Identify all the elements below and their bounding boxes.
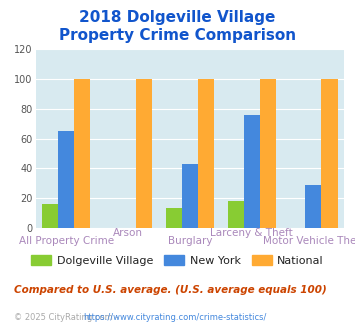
Text: Larceny & Theft: Larceny & Theft xyxy=(210,228,293,238)
Bar xyxy=(244,115,260,228)
Bar xyxy=(182,164,198,228)
Text: Motor Vehicle Theft: Motor Vehicle Theft xyxy=(263,236,355,246)
Text: https://www.cityrating.com/crime-statistics/: https://www.cityrating.com/crime-statist… xyxy=(83,313,267,322)
Text: 2018 Dolgeville Village
Property Crime Comparison: 2018 Dolgeville Village Property Crime C… xyxy=(59,10,296,43)
Text: Burglary: Burglary xyxy=(168,236,212,246)
Text: All Property Crime: All Property Crime xyxy=(19,236,114,246)
Bar xyxy=(228,201,244,228)
Bar xyxy=(136,79,152,228)
Bar xyxy=(42,204,58,228)
Bar xyxy=(260,79,276,228)
Text: © 2025 CityRating.com -: © 2025 CityRating.com - xyxy=(14,313,121,322)
Bar xyxy=(75,79,91,228)
Bar xyxy=(305,185,322,228)
Bar xyxy=(322,79,338,228)
Legend: Dolgeville Village, New York, National: Dolgeville Village, New York, National xyxy=(27,251,328,271)
Bar xyxy=(166,209,182,228)
Text: Compared to U.S. average. (U.S. average equals 100): Compared to U.S. average. (U.S. average … xyxy=(14,285,327,295)
Text: Arson: Arson xyxy=(113,228,143,238)
Bar xyxy=(58,131,75,228)
Bar xyxy=(198,79,214,228)
